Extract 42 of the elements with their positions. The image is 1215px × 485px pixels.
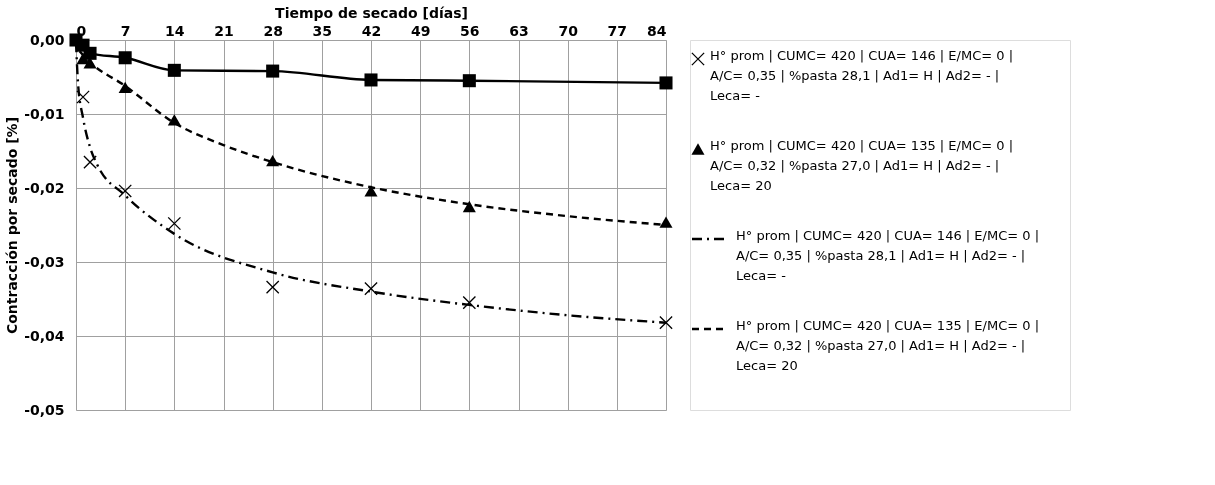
x-tick-label: 49: [410, 22, 431, 39]
x-axis-title: Tiempo de secado [días]: [275, 4, 468, 21]
y-tick-label: -0,04: [24, 327, 65, 344]
point: [462, 200, 476, 213]
x-tick-label: 7: [120, 22, 131, 39]
x-tick-label: 77: [607, 22, 628, 39]
point: [659, 216, 673, 228]
point: [462, 74, 476, 88]
y-tick-label: -0,05: [24, 401, 65, 418]
point: [118, 51, 132, 65]
point: [83, 46, 97, 60]
x-tick-label: 63: [509, 22, 529, 39]
point: [76, 90, 90, 104]
point: [364, 281, 378, 296]
y-axis-title: Contracción por secado [%]: [4, 116, 21, 335]
y-tick-label: -0,03: [24, 253, 65, 270]
legend-label: H° prom | CUMC= 420 | CUA= 135 | E/MC= 0 | A/C= 0,32 | %pasta 27,0 | Ad1= H | Ad2= - | Leca= 20: [710, 138, 1014, 193]
x-tick-label: 35: [312, 22, 333, 39]
point: [462, 295, 477, 310]
point: [265, 280, 280, 294]
point: [118, 184, 132, 198]
point: [659, 76, 673, 90]
point: [659, 315, 673, 330]
point: [266, 64, 280, 78]
legend-label: H° prom | CUMC= 420 | CUA= 135 | E/MC= 0 | A/C= 0,32 | %pasta 27,0 | Ad1= H | Ad2= - | Leca= 20: [736, 318, 1040, 373]
x-tick-label: 42: [361, 22, 382, 39]
point: [83, 155, 97, 169]
point: [167, 216, 182, 231]
x-tick-label: 21: [214, 22, 234, 39]
point: [364, 73, 378, 87]
x-tick-label: 70: [558, 22, 579, 39]
x-tick-label: 14: [165, 22, 185, 39]
x-tick-label: 56: [460, 22, 480, 39]
legend-label: H° prom | CUMC= 420 | CUA= 146 | E/MC= 0 | A/C= 0,35 | %pasta 28,1 | Ad1= H | Ad2= - | Leca= -: [736, 228, 1040, 283]
point: [364, 185, 378, 197]
x-tick-label: 28: [263, 22, 283, 39]
y-tick-label: -0,01: [24, 105, 65, 122]
point: [167, 63, 181, 77]
y-tick-label: 0,00: [29, 31, 65, 48]
x-tick-label: 84: [647, 22, 667, 39]
y-tick-label: -0,02: [24, 179, 65, 196]
legend-label: H° prom | CUMC= 420 | CUA= 146 | E/MC= 0 | A/C= 0,35 | %pasta 28,1 | Ad1= H | Ad2= - | Leca= -: [710, 48, 1014, 103]
